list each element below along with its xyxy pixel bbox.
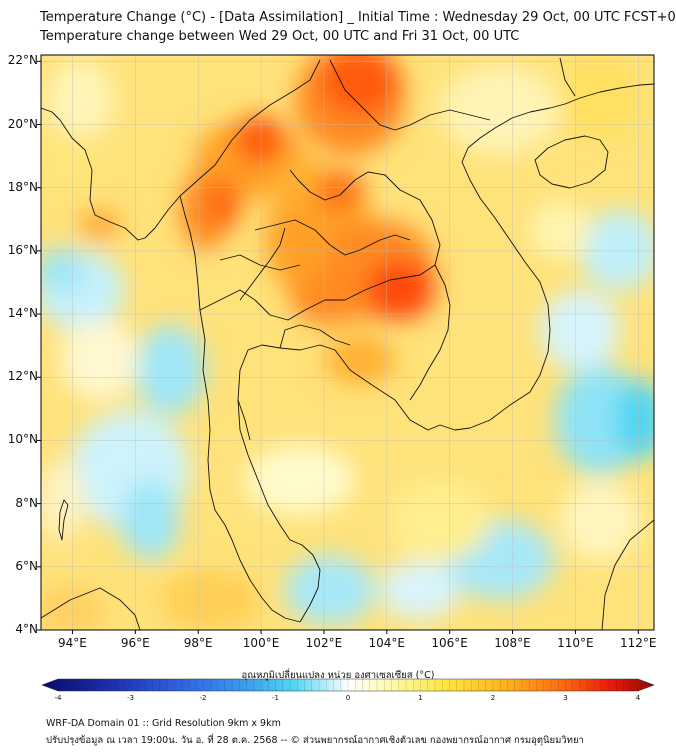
lon-label: 98°E	[183, 636, 213, 650]
colorbar-tick-label: -3	[127, 694, 134, 702]
map-title: Temperature Change (°C) - [Data Assimila…	[40, 10, 676, 25]
colorbar-tick-label: -4	[54, 694, 62, 702]
lat-label: 4°N	[15, 622, 38, 636]
lat-label: 16°N	[7, 242, 38, 257]
colorbar-title: อุณหภูมิเปลี่ยนแปลง หน่วย องศาเซลเซียส (…	[241, 670, 435, 681]
colorbar-tick-label: 4	[635, 694, 641, 702]
colorbar-tick-label: 2	[490, 694, 496, 702]
lat-label: 18°N	[7, 179, 38, 194]
lon-label: 102°E	[305, 636, 343, 650]
lon-label: 110°E	[557, 636, 594, 650]
temperature-field	[41, 55, 654, 630]
lon-label: 108°E	[494, 636, 531, 650]
map-frame	[40, 54, 655, 631]
lon-label: 106°E	[431, 636, 468, 650]
lat-label: 14°N	[7, 306, 38, 321]
lon-label: 96°E	[120, 636, 150, 650]
lat-label: 12°N	[7, 369, 38, 384]
lon-label: 94°E	[57, 636, 87, 650]
map-subtitle: Temperature change between Wed 29 Oct, 0…	[40, 29, 520, 44]
colorbar-tick-label: -1	[272, 694, 279, 702]
lat-label: 10°N	[7, 432, 38, 447]
lon-label: 100°E	[242, 636, 280, 650]
lat-label: 22°N	[7, 53, 38, 68]
footer-credit: ปรับปรุงข้อมูล ณ เวลา 19:00น. วัน อ. ที่…	[46, 735, 584, 746]
footer-model-info: WRF-DA Domain 01 :: Grid Resolution 9km …	[46, 718, 281, 729]
colorbar-tick-label: -2	[199, 694, 207, 702]
lat-label: 6°N	[15, 558, 38, 573]
colorbar-tick-label: 1	[418, 694, 423, 702]
lat-label: 20°N	[7, 116, 38, 131]
graticule	[41, 55, 654, 631]
coastlines-and-borders	[41, 57, 654, 630]
colorbar-tick-label: 0	[345, 694, 351, 702]
lat-label: 8°N	[15, 495, 38, 510]
colorbar	[41, 678, 655, 692]
lon-label: 112°E	[620, 636, 657, 650]
lon-label: 104°E	[368, 636, 406, 650]
colorbar-tick-label: 3	[563, 694, 568, 702]
axis-ticks	[37, 60, 639, 634]
